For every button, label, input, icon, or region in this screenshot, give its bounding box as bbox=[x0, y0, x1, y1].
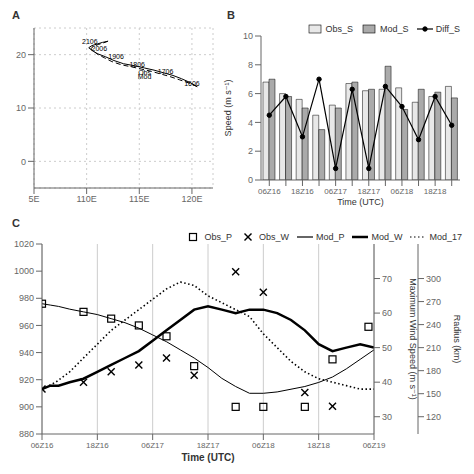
svg-text:Speed (m s⁻¹): Speed (m s⁻¹) bbox=[223, 80, 233, 137]
svg-text:980: 980 bbox=[19, 293, 34, 303]
svg-text:Maximum Wind Speed (m s⁻¹): Maximum Wind Speed (m s⁻¹) bbox=[408, 278, 418, 399]
html-text:Obs_W: Obs_W bbox=[258, 232, 289, 242]
svg-text:110E: 110E bbox=[76, 194, 96, 204]
svg-text:940: 940 bbox=[19, 348, 34, 358]
svg-text:20: 20 bbox=[16, 50, 26, 60]
svg-text:06Z16: 06Z16 bbox=[31, 441, 54, 450]
svg-text:18Z18: 18Z18 bbox=[424, 187, 447, 196]
svg-text:0: 0 bbox=[248, 175, 253, 185]
html-text:Mod_P: Mod_P bbox=[315, 232, 345, 242]
svg-text:06Z17: 06Z17 bbox=[141, 441, 164, 450]
svg-text:2006: 2006 bbox=[91, 45, 107, 52]
svg-text:06Z18: 06Z18 bbox=[252, 441, 275, 450]
svg-text:18Z18: 18Z18 bbox=[307, 441, 330, 450]
svg-text:1000: 1000 bbox=[14, 266, 34, 276]
svg-text:920: 920 bbox=[19, 375, 34, 385]
svg-text:1020: 1020 bbox=[14, 239, 34, 249]
html-text:Obs_S: Obs_S bbox=[325, 24, 354, 34]
svg-text:50: 50 bbox=[382, 343, 392, 353]
svg-text:18Z17: 18Z17 bbox=[357, 187, 380, 196]
html-text:Mod_W: Mod_W bbox=[371, 232, 403, 242]
html-text:Diff_S: Diff_S bbox=[435, 24, 460, 34]
svg-text:1806: 1806 bbox=[129, 61, 145, 68]
html-text:C: C bbox=[12, 217, 20, 229]
svg-text:8: 8 bbox=[248, 60, 253, 70]
svg-text:120E: 120E bbox=[181, 194, 202, 204]
svg-text:40: 40 bbox=[382, 377, 392, 387]
svg-text:270: 270 bbox=[426, 297, 441, 307]
svg-text:Mod: Mod bbox=[138, 73, 152, 80]
html-text:A: A bbox=[12, 9, 20, 21]
svg-text:60: 60 bbox=[382, 308, 392, 318]
svg-text:6: 6 bbox=[248, 89, 253, 99]
html-text:Mod_17: Mod_17 bbox=[429, 232, 462, 242]
svg-text:10: 10 bbox=[16, 103, 26, 113]
svg-text:4: 4 bbox=[248, 118, 253, 128]
svg-text:150: 150 bbox=[426, 389, 441, 399]
svg-text:0: 0 bbox=[21, 157, 26, 167]
svg-text:300: 300 bbox=[426, 274, 441, 284]
svg-text:Time (UTC): Time (UTC) bbox=[337, 197, 384, 207]
svg-text:240: 240 bbox=[426, 320, 441, 330]
svg-text:210: 210 bbox=[426, 343, 441, 353]
svg-text:Time (UTC): Time (UTC) bbox=[181, 452, 234, 463]
svg-text:1606: 1606 bbox=[184, 80, 200, 87]
html-text:Obs_P: Obs_P bbox=[204, 232, 232, 242]
svg-text:18Z16: 18Z16 bbox=[291, 187, 314, 196]
svg-text:06Z18: 06Z18 bbox=[391, 187, 414, 196]
svg-text:120: 120 bbox=[426, 412, 441, 422]
svg-text:5E: 5E bbox=[28, 194, 39, 204]
svg-text:960: 960 bbox=[19, 321, 34, 331]
svg-text:1706: 1706 bbox=[158, 68, 174, 75]
svg-text:30: 30 bbox=[382, 412, 392, 422]
svg-text:880: 880 bbox=[19, 429, 34, 439]
html-text:Mod_S: Mod_S bbox=[380, 24, 409, 34]
svg-text:06Z19: 06Z19 bbox=[363, 441, 386, 450]
svg-text:10: 10 bbox=[243, 31, 253, 41]
svg-text:06Z16: 06Z16 bbox=[258, 187, 281, 196]
svg-text:115E: 115E bbox=[129, 194, 149, 204]
svg-text:2106: 2106 bbox=[82, 38, 98, 45]
svg-text:18Z16: 18Z16 bbox=[86, 441, 109, 450]
svg-text:180: 180 bbox=[426, 366, 441, 376]
svg-text:1906: 1906 bbox=[108, 53, 124, 60]
svg-text:900: 900 bbox=[19, 402, 34, 412]
svg-text:18Z17: 18Z17 bbox=[197, 441, 220, 450]
svg-text:Radius (km): Radius (km) bbox=[452, 315, 462, 364]
html-text:B: B bbox=[227, 9, 235, 21]
svg-text:2: 2 bbox=[248, 146, 253, 156]
svg-text:70: 70 bbox=[382, 274, 392, 284]
svg-text:06Z17: 06Z17 bbox=[324, 187, 347, 196]
